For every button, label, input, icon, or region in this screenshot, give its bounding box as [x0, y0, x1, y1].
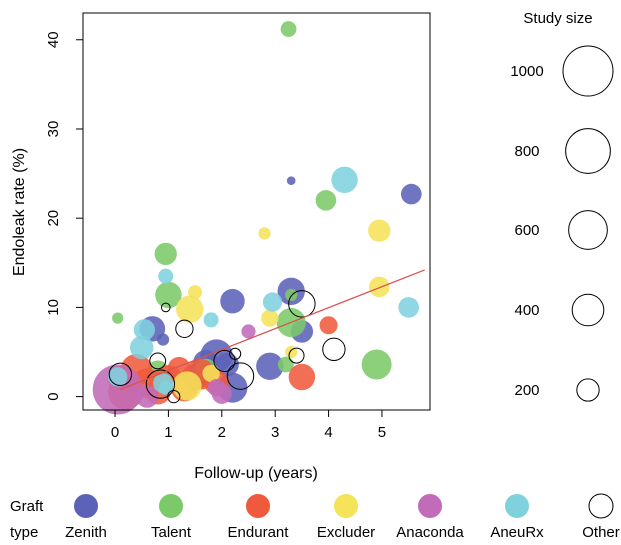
size-legend-circle [571, 293, 605, 327]
graft-legend-label-excluder: Excluder [317, 524, 375, 541]
point-other [175, 319, 194, 338]
x-tick-label: 5 [378, 424, 386, 441]
size-legend: Study size 1000 800 600 400 200 [510, 10, 614, 402]
point-excluder [172, 371, 202, 401]
point-talent [285, 288, 298, 302]
x-tick-label: 1 [164, 424, 172, 441]
size-legend-label: 600 [514, 222, 539, 239]
x-axis: 0 1 2 3 4 5 [111, 410, 386, 441]
point-endurant [288, 363, 316, 391]
point-aneurx [398, 297, 419, 318]
point-aneurx [158, 380, 173, 395]
trend-line [120, 269, 425, 391]
size-legend-title: Study size [523, 10, 592, 27]
point-aneurx [262, 292, 283, 312]
point-anaconda [241, 324, 256, 339]
graft-legend-label-aneurx: AneuRx [490, 524, 544, 541]
point-other [149, 352, 167, 370]
graft-legend-swatch-endurant [246, 494, 270, 518]
graft-legend-label-talent: Talent [151, 524, 192, 541]
graft-legend-swatch-zenith [74, 494, 98, 518]
point-excluder [368, 219, 391, 242]
point-excluder [261, 309, 279, 327]
y-tick-label: 30 [45, 121, 62, 138]
graft-legend-label-endurant: Endurant [228, 524, 290, 541]
y-axis: 0 10 20 30 40 [45, 31, 83, 401]
point-aneurx [158, 268, 174, 284]
point-aneurx [108, 367, 128, 387]
x-tick-label: 4 [324, 424, 332, 441]
point-anaconda [92, 364, 143, 415]
point-other [108, 362, 133, 386]
point-excluder [202, 364, 220, 383]
size-legend-label: 400 [514, 302, 539, 319]
point-zenith [286, 176, 296, 186]
plot-area [82, 12, 431, 415]
point-excluder [258, 227, 271, 240]
point-zenith [401, 183, 422, 205]
plot-frame [82, 12, 431, 411]
graft-legend-label-other: Other [582, 524, 620, 541]
size-legend-circle [576, 378, 600, 402]
data-points [92, 21, 422, 415]
point-other [322, 337, 346, 362]
point-other [160, 302, 171, 313]
point-talent [154, 242, 177, 266]
size-legend-circle [568, 210, 608, 250]
x-tick-label: 0 [111, 424, 119, 441]
point-aneurx [129, 335, 154, 360]
graft-legend-swatch-other [588, 493, 614, 519]
point-other [226, 362, 255, 390]
point-other [229, 347, 242, 360]
point-talent [315, 190, 337, 211]
point-other [288, 290, 316, 318]
y-tick-label: 0 [45, 392, 62, 400]
point-excluder [285, 345, 298, 359]
point-talent [277, 356, 294, 373]
y-tick-label: 10 [45, 299, 62, 316]
graft-legend-title-line1: Graft [10, 498, 44, 515]
graft-type-legend: Graft type Zenith Talent Endurant Excluder A… [10, 493, 620, 541]
graft-legend-label-zenith: Zenith [65, 524, 107, 541]
y-axis-label: Endoleak rate (%) [11, 148, 28, 276]
size-legend-label: 800 [514, 143, 539, 160]
graft-legend-swatch-excluder [334, 494, 358, 518]
size-legend-circle [565, 128, 611, 174]
point-endurant [319, 316, 338, 335]
point-anaconda [135, 385, 159, 408]
point-talent [280, 21, 297, 37]
x-axis-label: Follow-up (years) [194, 465, 318, 482]
point-talent [155, 281, 182, 309]
point-zenith [256, 352, 284, 380]
size-legend-circle [562, 45, 614, 97]
point-zenith [156, 333, 170, 346]
point-aneurx [331, 166, 358, 194]
size-legend-label: 1000 [510, 63, 543, 80]
point-aneurx [133, 319, 155, 341]
point-other [145, 369, 176, 399]
point-aneurx [203, 312, 219, 328]
point-other [167, 389, 181, 404]
point-talent [112, 312, 124, 324]
point-zenith [220, 288, 245, 314]
x-tick-label: 3 [271, 424, 279, 441]
point-other [288, 347, 305, 364]
y-tick-label: 40 [45, 31, 62, 48]
graft-legend-swatch-anaconda [418, 494, 442, 518]
point-excluder [176, 295, 204, 323]
point-talent [361, 349, 392, 380]
graft-legend-label-anaconda: Anaconda [396, 524, 464, 541]
point-other [213, 349, 236, 373]
point-excluder [368, 276, 390, 298]
point-anaconda [207, 379, 226, 397]
graft-legend-swatch-talent [159, 494, 183, 518]
graft-legend-title-line2: type [10, 524, 38, 541]
graft-legend-swatch-aneurx [505, 494, 529, 518]
x-tick-label: 2 [218, 424, 226, 441]
size-legend-label: 200 [514, 382, 539, 399]
y-tick-label: 20 [45, 210, 62, 227]
